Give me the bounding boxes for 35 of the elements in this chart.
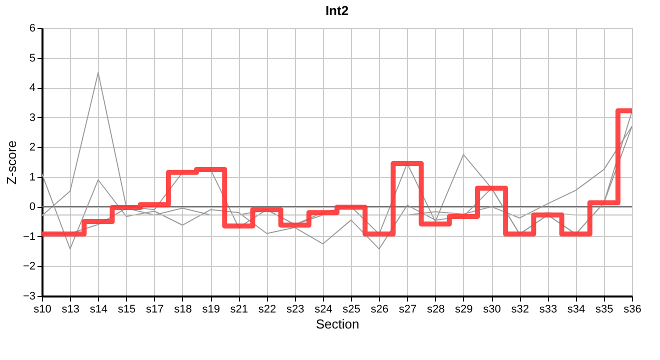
x-tick-label: s21 — [230, 304, 248, 316]
x-tick-label: s35 — [596, 304, 614, 316]
x-tick-label: s14 — [90, 304, 108, 316]
x-tick-label: s34 — [567, 304, 586, 316]
y-tick-label: −1 — [22, 230, 36, 243]
x-tick-label: s32 — [511, 304, 529, 316]
x-tick-label: s10 — [34, 304, 52, 316]
y-tick-label: 5 — [29, 52, 36, 64]
x-tick-label: s33 — [539, 304, 558, 316]
x-tick-label: s25 — [342, 304, 360, 316]
x-tick-label: s24 — [314, 304, 332, 316]
y-tick-label: 6 — [29, 22, 36, 34]
x-tick-label: s22 — [258, 304, 276, 316]
y-tick-label: 3 — [29, 112, 36, 124]
x-tick-label: s27 — [398, 304, 417, 316]
x-tick-label: s23 — [286, 304, 304, 316]
y-tick-label: −2 — [22, 260, 36, 273]
x-tick-label: s36 — [624, 304, 642, 316]
x-tick-label: s26 — [370, 304, 389, 316]
x-tick-label: s18 — [174, 304, 192, 316]
x-tick-label: s29 — [455, 304, 473, 316]
y-tick-label: 0 — [29, 201, 36, 214]
x-tick-label: s19 — [202, 304, 220, 316]
y-axis-title: Z-score — [4, 140, 19, 185]
x-tick-label: s28 — [426, 304, 445, 316]
x-tick-label: s13 — [62, 304, 80, 316]
y-tick-label: 2 — [29, 142, 36, 154]
chart-title: Int2 — [325, 3, 349, 18]
x-tick-label: s15 — [118, 304, 136, 316]
x-axis-title: Section — [316, 316, 360, 332]
y-tick-label: −3 — [22, 290, 36, 302]
x-tick-label: s17 — [146, 304, 164, 316]
y-tick-label: 4 — [29, 82, 36, 94]
y-tick-label: 1 — [29, 171, 36, 184]
x-tick-label: s30 — [483, 304, 501, 316]
